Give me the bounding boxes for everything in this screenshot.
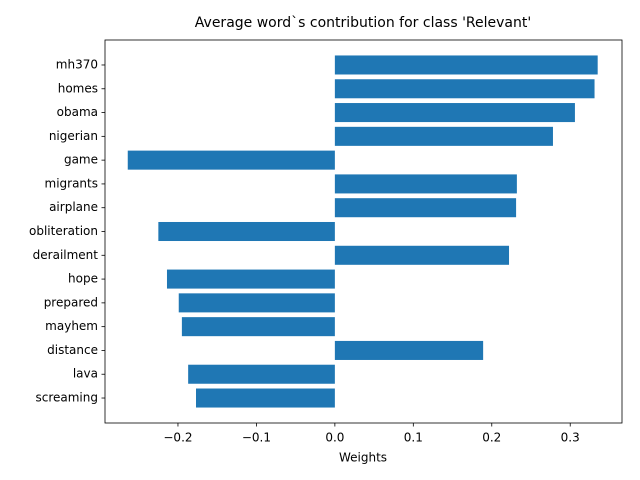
y-tick-label: mh370 <box>56 57 98 71</box>
bar <box>334 198 517 218</box>
bar <box>334 103 575 123</box>
y-tick-label: obama <box>57 105 98 119</box>
x-tick-label: 0.3 <box>561 431 580 445</box>
bar <box>181 317 335 337</box>
bar <box>127 150 335 170</box>
y-tick-label: airplane <box>49 200 98 214</box>
y-tick-label: prepared <box>44 295 98 309</box>
chart-title: Average word`s contribution for class 'R… <box>195 15 531 31</box>
y-tick-label: distance <box>47 343 98 357</box>
bar <box>166 269 335 289</box>
bar <box>334 55 598 75</box>
bar <box>196 388 335 408</box>
bar <box>188 364 335 384</box>
bar <box>334 340 484 360</box>
x-tick-label: −0.1 <box>242 431 271 445</box>
bar <box>158 221 335 242</box>
x-tick-label: −0.2 <box>163 431 192 445</box>
y-tick-label: derailment <box>33 248 99 262</box>
y-tick-label: lava <box>73 367 98 381</box>
y-tick-label: game <box>64 153 98 167</box>
plot-frame <box>104 39 623 424</box>
x-axis-label: Weights <box>339 451 387 465</box>
bar <box>334 126 553 146</box>
x-tick-label: 0.2 <box>482 431 501 445</box>
bar <box>334 245 510 265</box>
x-tick-label: 0.0 <box>325 431 344 445</box>
y-tick-label: homes <box>58 81 98 95</box>
y-tick-label: mayhem <box>45 319 98 333</box>
y-tick-label: hope <box>68 272 98 286</box>
y-tick-label: obliteration <box>29 224 98 238</box>
y-tick-label: migrants <box>45 176 99 190</box>
y-tick-label: screaming <box>35 391 98 405</box>
y-tick-label: nigerian <box>49 129 98 143</box>
bar <box>334 79 595 99</box>
x-tick-label: 0.1 <box>404 431 423 445</box>
bar <box>334 174 517 194</box>
bar <box>178 293 335 313</box>
